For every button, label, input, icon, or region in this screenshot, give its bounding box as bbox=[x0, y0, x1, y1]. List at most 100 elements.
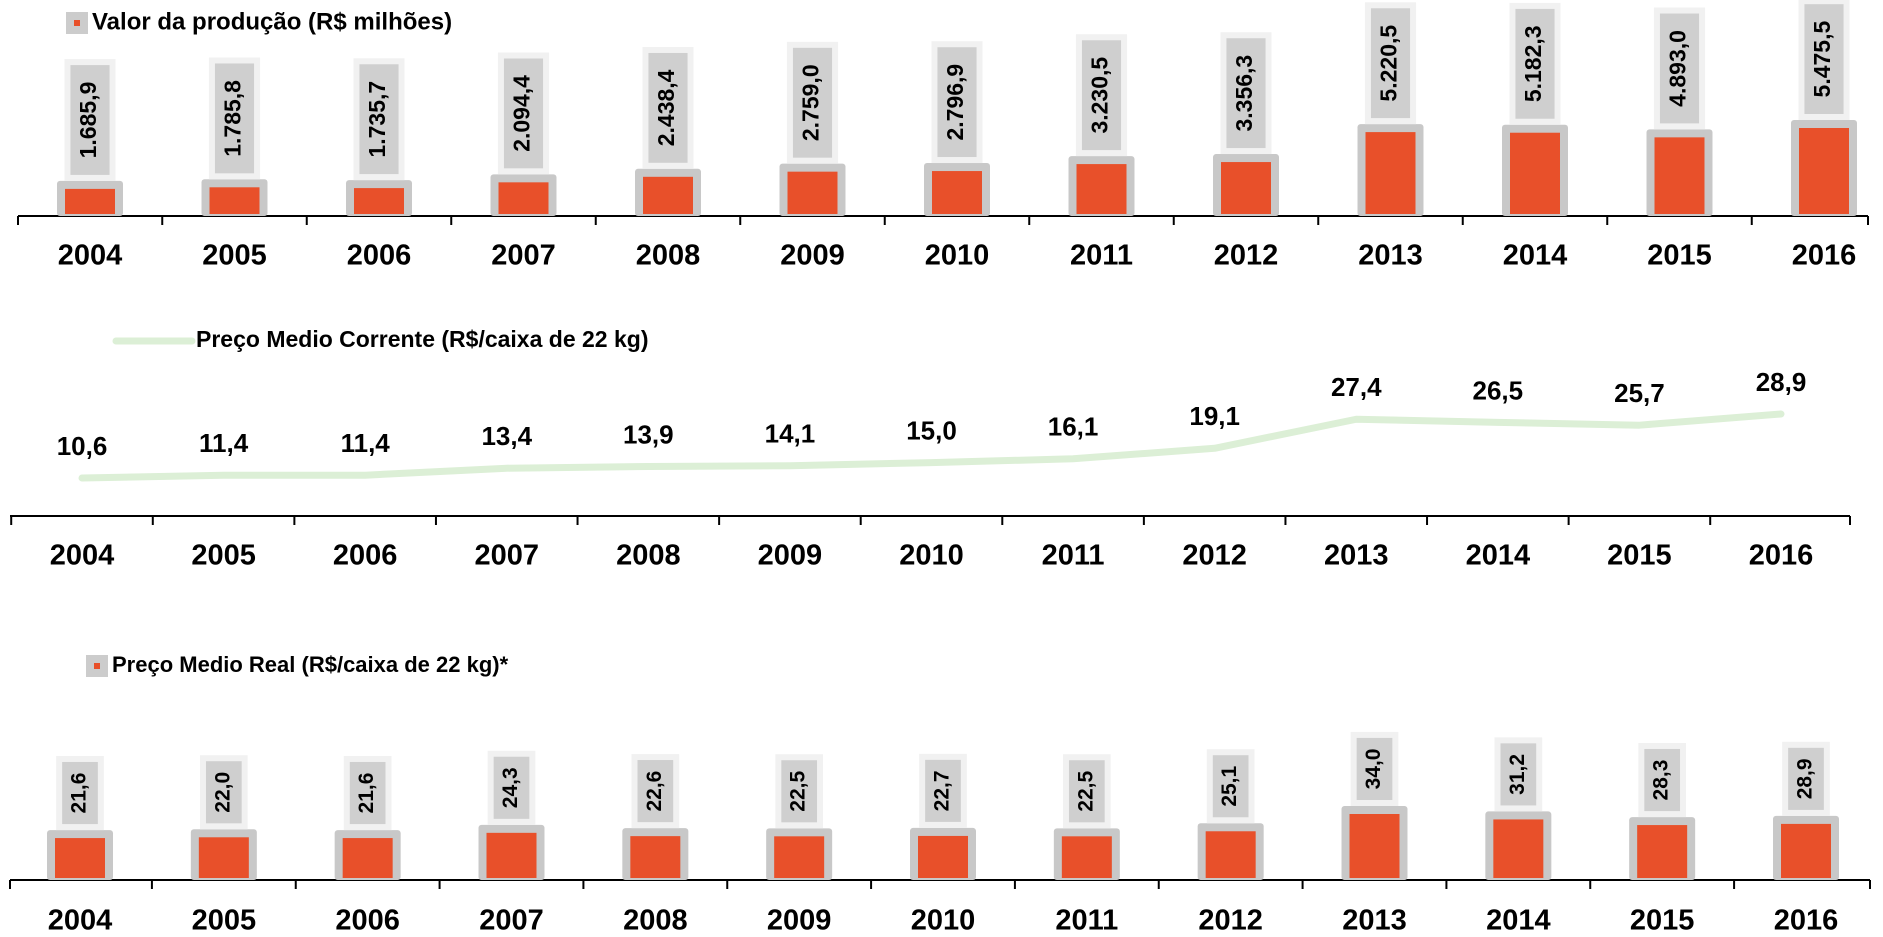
legend-label: Preço Medio Corrente (R$/caixa de 22 kg) bbox=[196, 326, 649, 352]
value-label: 3.356,3 bbox=[1231, 55, 1257, 132]
value-label: 3.230,5 bbox=[1087, 57, 1113, 134]
value-label: 14,1 bbox=[765, 419, 816, 449]
bar bbox=[343, 838, 393, 878]
value-label: 2.438,4 bbox=[653, 69, 679, 146]
bar bbox=[1637, 825, 1687, 878]
bar bbox=[1206, 831, 1256, 878]
x-tick-label: 2015 bbox=[1647, 240, 1712, 272]
value-label: 25,1 bbox=[1218, 765, 1241, 806]
x-tick-label: 2013 bbox=[1342, 905, 1407, 937]
x-tick-label: 2011 bbox=[1042, 540, 1105, 572]
legend-label: Preço Medio Real (R$/caixa de 22 kg)* bbox=[112, 652, 509, 677]
value-label: 2.759,0 bbox=[798, 64, 824, 141]
bar bbox=[1350, 814, 1400, 878]
value-label: 31,2 bbox=[1506, 754, 1529, 795]
x-tick-label: 2004 bbox=[50, 540, 115, 572]
x-tick-label: 2012 bbox=[1214, 240, 1279, 272]
x-tick-label: 2011 bbox=[1070, 240, 1133, 272]
bar bbox=[1493, 819, 1543, 878]
bar bbox=[354, 188, 404, 214]
value-label: 25,7 bbox=[1614, 378, 1665, 408]
value-label: 34,0 bbox=[1362, 749, 1385, 790]
x-tick-label: 2005 bbox=[192, 905, 257, 937]
value-label: 2.796,9 bbox=[942, 64, 968, 141]
bar bbox=[788, 172, 838, 214]
value-label: 2.094,4 bbox=[509, 75, 535, 152]
value-label: 1.685,9 bbox=[75, 82, 101, 159]
legend-marker bbox=[74, 20, 80, 26]
x-tick-label: 2011 bbox=[1055, 905, 1118, 937]
legend-label: Valor da produção (R$ milhões) bbox=[92, 8, 452, 35]
value-label: 5.220,5 bbox=[1376, 25, 1402, 102]
value-label: 27,4 bbox=[1331, 372, 1382, 402]
bar bbox=[65, 189, 115, 214]
bar bbox=[1655, 137, 1705, 214]
x-tick-label: 2013 bbox=[1324, 540, 1389, 572]
bar bbox=[1510, 133, 1560, 214]
value-label: 24,3 bbox=[499, 767, 522, 808]
bar bbox=[1221, 162, 1271, 214]
x-tick-label: 2007 bbox=[491, 240, 556, 272]
x-tick-label: 2008 bbox=[616, 540, 681, 572]
value-label: 28,9 bbox=[1794, 758, 1817, 799]
value-label: 11,4 bbox=[341, 428, 391, 458]
x-tick-label: 2014 bbox=[1466, 540, 1531, 572]
x-tick-label: 2010 bbox=[899, 540, 964, 572]
x-tick-label: 2012 bbox=[1182, 540, 1247, 572]
x-tick-label: 2009 bbox=[758, 540, 823, 572]
value-label: 28,9 bbox=[1756, 367, 1807, 397]
x-tick-label: 2006 bbox=[335, 905, 400, 937]
value-label: 16,1 bbox=[1048, 412, 1099, 442]
x-tick-label: 2005 bbox=[202, 240, 267, 272]
x-tick-label: 2014 bbox=[1503, 240, 1568, 272]
x-tick-label: 2016 bbox=[1774, 905, 1839, 937]
bar bbox=[1077, 164, 1127, 214]
x-tick-label: 2007 bbox=[479, 905, 544, 937]
x-tick-label: 2014 bbox=[1486, 905, 1551, 937]
value-label: 5.182,3 bbox=[1520, 25, 1546, 102]
bar bbox=[1799, 128, 1849, 214]
x-tick-label: 2004 bbox=[48, 905, 113, 937]
x-tick-label: 2016 bbox=[1792, 240, 1857, 272]
value-label: 4.893,0 bbox=[1665, 30, 1691, 107]
bar bbox=[55, 838, 105, 878]
value-label: 1.735,7 bbox=[364, 81, 390, 158]
value-label: 22,5 bbox=[787, 771, 810, 812]
value-label: 21,6 bbox=[68, 773, 91, 814]
legend-marker bbox=[94, 663, 100, 669]
x-tick-label: 2008 bbox=[623, 905, 688, 937]
bar bbox=[630, 836, 680, 878]
bar bbox=[199, 837, 249, 878]
value-label: 22,5 bbox=[1074, 771, 1097, 812]
bar bbox=[1781, 824, 1831, 878]
bar bbox=[210, 187, 260, 214]
bar bbox=[1062, 836, 1112, 878]
value-label: 13,4 bbox=[481, 421, 532, 451]
x-tick-label: 2013 bbox=[1358, 240, 1423, 272]
bar bbox=[774, 836, 824, 878]
bar bbox=[643, 177, 693, 214]
bar bbox=[1366, 132, 1416, 214]
bar bbox=[487, 833, 537, 878]
value-label: 22,6 bbox=[643, 771, 666, 812]
x-tick-label: 2010 bbox=[925, 240, 990, 272]
value-label: 11,4 bbox=[199, 428, 249, 458]
value-label: 19,1 bbox=[1189, 401, 1240, 431]
x-tick-label: 2012 bbox=[1198, 905, 1263, 937]
x-tick-label: 2015 bbox=[1630, 905, 1695, 937]
x-tick-label: 2005 bbox=[191, 540, 256, 572]
x-tick-label: 2009 bbox=[780, 240, 845, 272]
bar bbox=[918, 836, 968, 878]
x-tick-label: 2006 bbox=[333, 540, 398, 572]
value-label: 5.475,5 bbox=[1809, 21, 1835, 98]
x-tick-label: 2007 bbox=[474, 540, 539, 572]
chart: 2004 2005 2006 2007 2008 2009 2010 2011 2012 2013… bbox=[0, 0, 1883, 937]
value-label: 28,3 bbox=[1650, 760, 1673, 801]
x-tick-label: 2016 bbox=[1749, 540, 1814, 572]
x-tick-label: 2015 bbox=[1607, 540, 1672, 572]
value-label: 1.785,8 bbox=[220, 80, 246, 157]
bar bbox=[932, 171, 982, 214]
value-label: 26,5 bbox=[1473, 375, 1524, 405]
x-tick-label: 2006 bbox=[347, 240, 412, 272]
value-label: 15,0 bbox=[906, 415, 957, 445]
